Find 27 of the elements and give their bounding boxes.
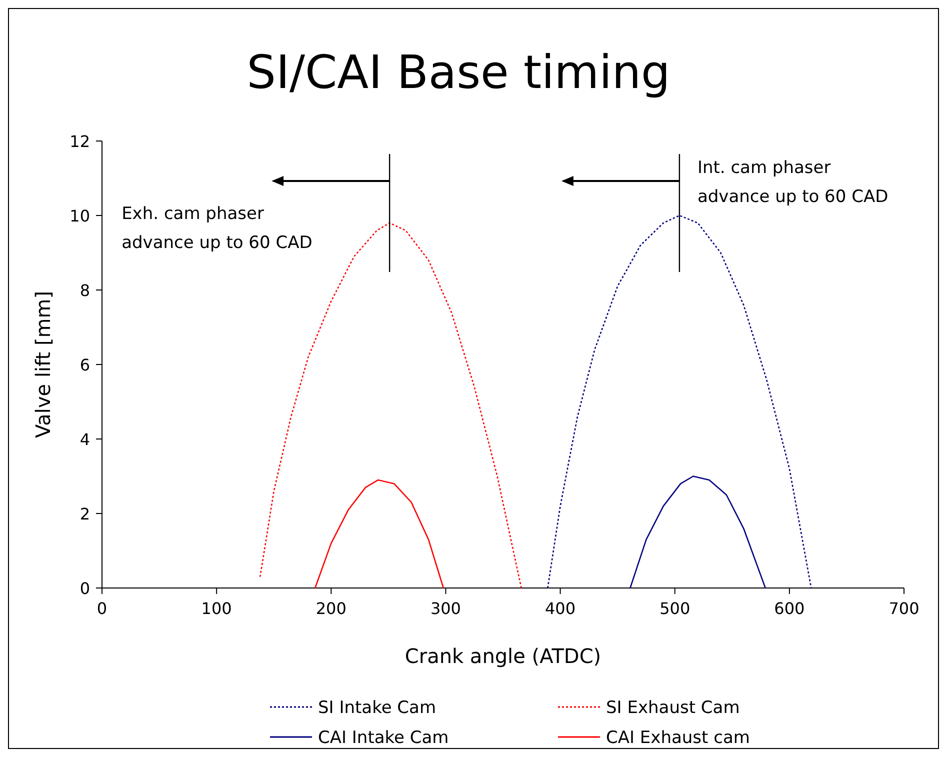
x-tick-label: 600 <box>774 599 805 618</box>
y-tick-label: 2 <box>80 504 90 524</box>
chart-title: SI/CAI Base timing <box>246 45 670 99</box>
x-tick-label: 500 <box>660 599 690 618</box>
line-series <box>630 476 766 589</box>
y-tick-label: 4 <box>80 430 90 449</box>
y-axis-title: Valve lift [mm] <box>31 290 55 438</box>
x-tick-label: 700 <box>888 599 920 618</box>
x-tick-label: 200 <box>316 599 346 618</box>
x-tick-label: 100 <box>201 599 232 618</box>
legend-label: CAI Intake Cam <box>318 728 449 748</box>
line-series <box>547 214 812 589</box>
legend-label: SI Intake Cam <box>318 698 436 718</box>
annotation: Int. cam phaser advance up to 60 CAD <box>697 158 888 207</box>
y-tick-label: 0 <box>80 579 90 598</box>
y-tick-label: 12 <box>70 132 90 151</box>
x-tick-label: 300 <box>430 599 461 618</box>
line-series <box>314 479 444 589</box>
x-axis-title: Crank angle (ATDC) <box>404 644 602 668</box>
y-tick-label: 8 <box>80 281 90 300</box>
y-tick-label: 10 <box>70 206 90 226</box>
x-tick-label: 400 <box>545 599 576 618</box>
y-tick-label: 6 <box>80 356 90 374</box>
legend-label: SI Exhaust Cam <box>606 698 740 718</box>
legend-label: CAI Exhaust cam <box>606 728 750 748</box>
annotation: Exh. cam phaser advance up to 60 CAD <box>122 204 312 253</box>
x-tick-label: 0 <box>96 599 108 618</box>
